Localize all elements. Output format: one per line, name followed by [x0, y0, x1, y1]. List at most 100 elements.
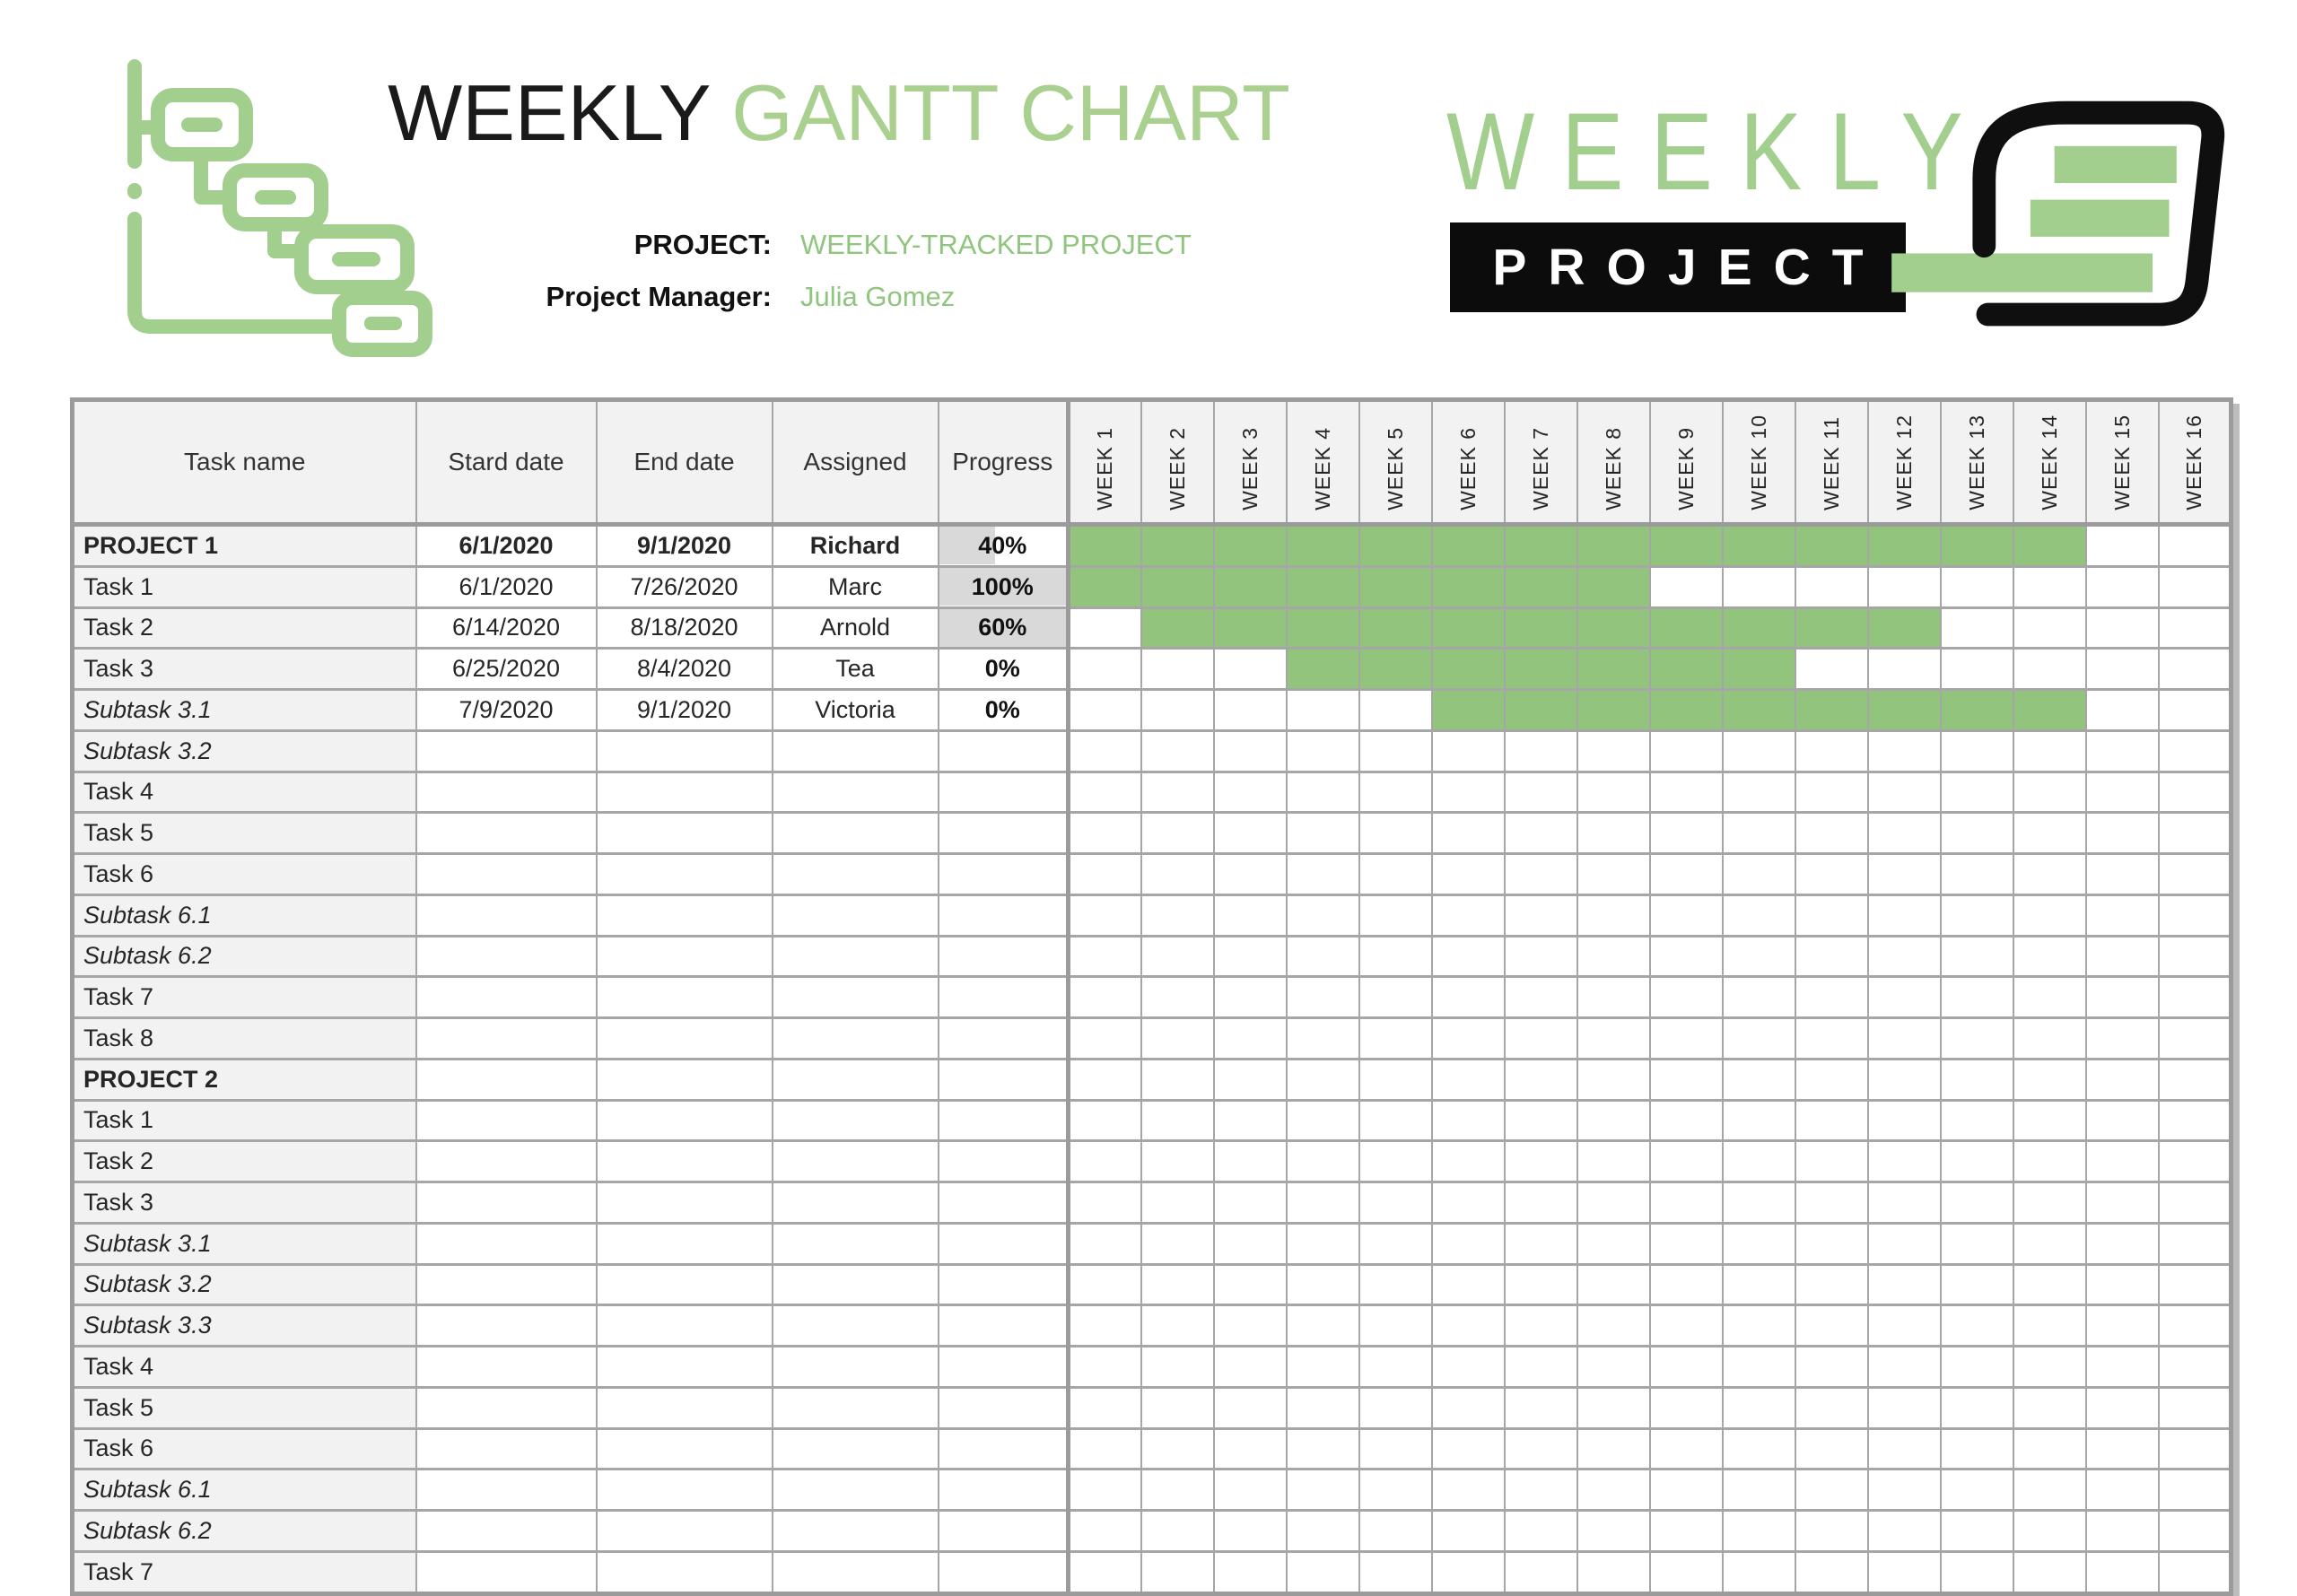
task-row: Task 1 6/1/2020 7/26/2020 Marc 100%: [71, 564, 2232, 609]
week-cell: [1066, 1426, 1142, 1471]
assigned-cell: [771, 1304, 939, 1347]
week-cell: [1430, 1098, 1506, 1143]
week-cell: [1430, 770, 1506, 815]
task-row: Task 4: [71, 770, 2232, 815]
week-cell: [1721, 1345, 1796, 1389]
week-cell: [1794, 852, 1869, 896]
week-cell: [1939, 1509, 2014, 1553]
week-cell: [1576, 1549, 1651, 1595]
end-date-cell: [595, 1426, 773, 1471]
gantt-table-wrap: Task name Stard date End date Assigned Progr…: [70, 397, 2233, 1596]
week-cell: [1140, 728, 1215, 773]
week-cell: [1576, 1016, 1651, 1060]
week-cell: [1648, 893, 1724, 938]
column-header-task-name: Task name: [71, 398, 417, 527]
week-cell: [1212, 1385, 1288, 1430]
week-cell: [1358, 1181, 1433, 1225]
week-cell: [1648, 1016, 1724, 1060]
column-header-assigned: Assigned: [771, 398, 939, 527]
week-cell: [1866, 1262, 1942, 1307]
week-header-4: WEEK 4: [1285, 398, 1360, 527]
week-cell: [1212, 1304, 1288, 1347]
end-date-cell: 8/18/2020: [595, 606, 773, 650]
week-cell: [1503, 811, 1578, 855]
week-cell: [1576, 1221, 1651, 1266]
end-date-cell: [595, 1057, 773, 1102]
week-cell: [1939, 1016, 2014, 1060]
week-header-2: WEEK 2: [1140, 398, 1215, 527]
gantt-bar-cell: [1939, 688, 2014, 732]
week-header-6: WEEK 6: [1430, 398, 1506, 527]
week-cell: [1066, 852, 1142, 896]
gantt-bar-cell: [1576, 688, 1651, 732]
week-cell: [2012, 606, 2087, 650]
gantt-bar-cell: [1866, 606, 1942, 650]
week-cell: [1939, 1345, 2014, 1389]
week-cell: [1140, 647, 1215, 691]
week-cell: [1866, 564, 1942, 609]
assigned-cell: [771, 1262, 939, 1307]
week-cell: [1503, 1139, 1578, 1183]
week-cell: [1503, 975, 1578, 1019]
progress-cell: [937, 770, 1070, 815]
end-date-cell: [595, 1139, 773, 1183]
week-cell: [1503, 1262, 1578, 1307]
gantt-table: Task name Stard date End date Assigned Progr…: [70, 397, 2233, 1596]
week-cell: [1721, 770, 1796, 815]
week-cell: [1430, 1426, 1506, 1471]
week-cell: [1212, 647, 1288, 691]
gantt-bar-cell: [1212, 564, 1288, 609]
task-name-cell: Task 8: [71, 1016, 417, 1060]
assigned-cell: [771, 1509, 939, 1553]
week-cell: [1576, 1304, 1651, 1347]
week-cell: [1212, 934, 1288, 979]
week-cell: [1066, 1221, 1142, 1266]
week-cell: [1939, 606, 2014, 650]
week-cell: [1721, 1468, 1796, 1512]
week-cell: [2084, 1549, 2160, 1595]
week-cell: [1358, 1385, 1433, 1430]
task-name-cell: Task 1: [71, 564, 417, 609]
week-cell: [1721, 811, 1796, 855]
week-cell: [1285, 811, 1360, 855]
assigned-cell: [771, 1549, 939, 1595]
week-cell: [1939, 647, 2014, 691]
progress-databar: [939, 569, 1066, 606]
task-name-cell: Subtask 6.2: [71, 1509, 417, 1553]
week-cell: [1285, 1468, 1360, 1512]
week-cell: [1794, 934, 1869, 979]
week-cell: [1939, 564, 2014, 609]
end-date-cell: [595, 1549, 773, 1595]
week-cell: [1648, 1549, 1724, 1595]
page-title: WEEKLY GANTT CHART: [359, 71, 1319, 154]
week-cell: [1503, 1098, 1578, 1143]
gantt-bar-cell: [1576, 564, 1651, 609]
week-cell: [1939, 1098, 2014, 1143]
week-cell: [1066, 1345, 1142, 1389]
week-cell: [2012, 1385, 2087, 1430]
week-cell: [1866, 728, 1942, 773]
gantt-table-body: PROJECT 1 6/1/2020 9/1/2020 Richard 40% Task …: [71, 523, 2232, 1595]
week-cell: [1140, 811, 1215, 855]
week-cell: [1358, 975, 1433, 1019]
week-cell: [1066, 1262, 1142, 1307]
assigned-cell: Tea: [771, 647, 939, 691]
week-cell: [2157, 852, 2232, 896]
task-row: Subtask 3.1 7/9/2020 9/1/2020 Victoria 0%: [71, 688, 2232, 732]
week-cell: [1503, 1304, 1578, 1347]
progress-cell: [937, 1426, 1070, 1471]
week-cell: [1358, 1468, 1433, 1512]
progress-cell: [937, 1304, 1070, 1347]
week-header-5: WEEK 5: [1358, 398, 1433, 527]
task-name-cell: Task 2: [71, 606, 417, 650]
start-date-cell: [415, 1385, 598, 1430]
progress-value: 60%: [978, 614, 1027, 641]
week-cell: [2084, 1181, 2160, 1225]
end-date-cell: [595, 893, 773, 938]
week-cell: [1648, 1345, 1724, 1389]
week-cell: [1794, 1426, 1869, 1471]
week-cell: [1430, 1221, 1506, 1266]
week-cell: [2012, 770, 2087, 815]
week-cell: [2157, 647, 2232, 691]
week-cell: [1358, 1139, 1433, 1183]
